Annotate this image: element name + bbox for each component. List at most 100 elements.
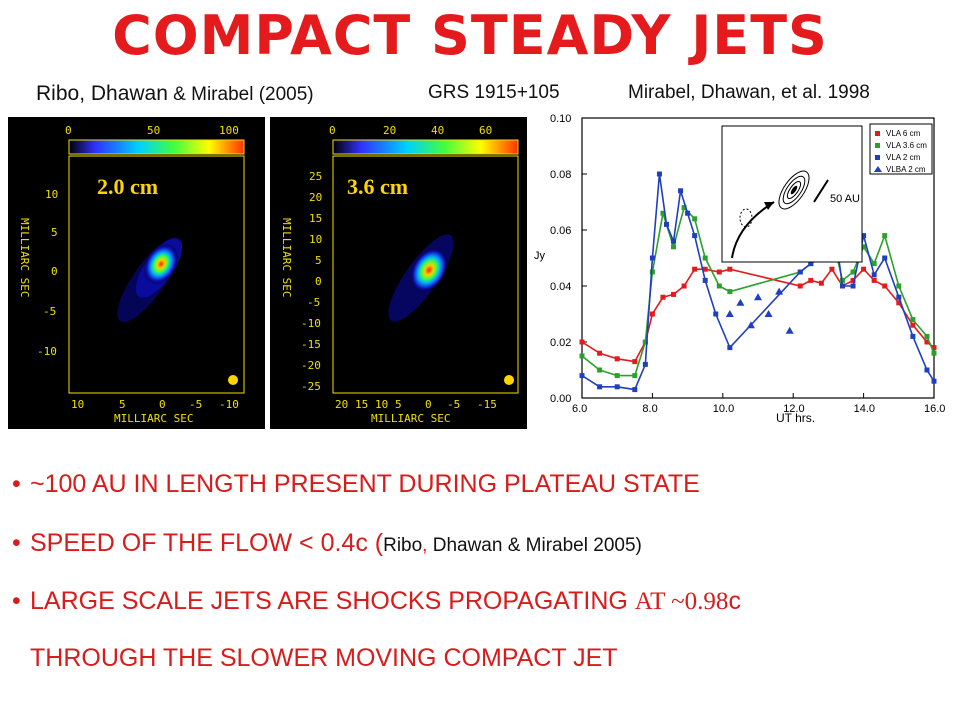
series-point <box>597 367 603 373</box>
series-point <box>808 261 814 267</box>
inset-core <box>790 185 798 195</box>
series-point <box>671 238 677 244</box>
y-tick: 0 <box>315 275 322 288</box>
series-point <box>702 266 708 272</box>
series-point <box>764 310 773 317</box>
jet-core <box>143 243 179 285</box>
x-tick: 10 <box>375 398 388 411</box>
inset-contour <box>786 180 802 200</box>
y-tick-label: 0.10 <box>550 113 571 125</box>
series-point <box>660 294 666 300</box>
series-point <box>692 216 698 222</box>
series-point <box>775 287 784 295</box>
y-tick: 20 <box>309 191 322 204</box>
series-point <box>579 339 585 345</box>
axis-ticks: 6.0 8.0 10.0 12.0 14.0 16.0 0.00 0.02 0.04 0.06 0.… <box>550 113 945 415</box>
colorbar-tick: 60 <box>479 124 492 137</box>
reference-ribo-authors: Ribo, Dhawan <box>36 82 168 105</box>
series-line <box>581 206 935 377</box>
legend-marker <box>874 166 882 172</box>
series-point <box>797 269 803 275</box>
beam-marker <box>504 375 514 385</box>
bullet-citation: Ribo, Dhawan & Mirabel 2005) <box>383 535 642 556</box>
series-point <box>681 205 687 211</box>
y-tick-label: 0.06 <box>550 225 571 237</box>
map-frame <box>332 155 519 394</box>
series-point <box>579 373 585 379</box>
series-point <box>702 277 708 283</box>
series-point <box>754 293 762 301</box>
legend-label: VLA 6 cm <box>886 129 921 138</box>
series-point <box>671 291 677 297</box>
y-tick-label: 0.04 <box>550 281 571 293</box>
series-point <box>614 356 620 362</box>
series-line <box>581 173 935 391</box>
series-point <box>931 350 937 356</box>
bullet-text: SPEED OF THE FLOW < 0.4c ( <box>30 529 384 557</box>
bullet-symbol: • <box>12 470 21 498</box>
series-point <box>910 317 916 323</box>
series-point <box>685 210 691 216</box>
series-point <box>597 384 603 390</box>
series-point <box>660 210 666 216</box>
y-tick: -10 <box>37 345 57 358</box>
y-axis-label: MILLIARC SEC <box>280 218 293 297</box>
legend-label: VLA 3.6 cm <box>886 141 927 150</box>
light-curve-chart: 6.0 8.0 10.0 12.0 14.0 16.0 0.00 0.02 0.04 0.06 0.… <box>532 110 952 430</box>
y-tick: -5 <box>43 305 56 318</box>
x-axis-label: MILLIARC SEC <box>114 412 193 425</box>
x-tick: 0 <box>159 398 166 411</box>
legend-marker <box>875 131 880 136</box>
x-axis-label: UT hrs. <box>776 411 815 425</box>
y-tick-label: 0.02 <box>550 337 571 349</box>
series-point <box>725 310 734 317</box>
series-point <box>579 353 585 359</box>
x-tick-label: 8.0 <box>642 403 657 415</box>
series-point <box>716 269 722 275</box>
x-tick: 20 <box>335 398 348 411</box>
inset-scale-label: 50 AU <box>830 193 860 205</box>
inset-scale-bar <box>813 179 829 203</box>
y-tick: 5 <box>315 254 322 267</box>
series-point <box>671 244 677 250</box>
series-point <box>931 345 937 351</box>
citation-rest: Dhawan & Mirabel 2005) <box>427 535 642 556</box>
series-point <box>727 266 733 272</box>
reference-ribo: Ribo, Dhawan & Mirabel (2005) <box>36 82 314 106</box>
page-title: COMPACT STEADY JETS <box>112 4 828 67</box>
series-point <box>850 269 856 275</box>
series-point <box>746 321 755 329</box>
radio-map-2cm-figure: 0 50 100 2.0 cm 10 5 0 -5 -10 10 5 0 -5 … <box>18 124 245 425</box>
radio-map-3-6cm-figure: 0 20 40 60 3.6 cm 25 20 15 10 5 0 -5 -10… <box>280 124 519 425</box>
series-point <box>736 298 745 306</box>
series-point <box>829 266 835 272</box>
series-point <box>896 300 902 306</box>
colorbar-tick: 0 <box>329 124 336 137</box>
x-tick: 0 <box>425 398 432 411</box>
y-tick: 0 <box>51 265 58 278</box>
legend-marker <box>875 143 880 148</box>
series-point <box>924 333 930 339</box>
bullet-speed-unit: c <box>728 587 741 615</box>
radio-map-2cm: 0 50 100 2.0 cm 10 5 0 -5 -10 10 5 0 -5 … <box>8 117 265 429</box>
y-tick: -15 <box>301 338 321 351</box>
y-tick: -5 <box>307 296 320 309</box>
y-tick-label: 0.00 <box>550 393 571 405</box>
x-tick: -15 <box>477 398 497 411</box>
series-point <box>692 233 698 239</box>
bullet-text: ~100 AU IN LENGTH PRESENT DURING PLATEAU… <box>30 470 700 498</box>
series-point <box>808 277 814 283</box>
y-tick: 25 <box>309 170 322 183</box>
x-tick: 15 <box>355 398 368 411</box>
series-point <box>614 384 620 390</box>
x-tick: 5 <box>119 398 126 411</box>
series-point <box>910 333 916 339</box>
series-point <box>632 359 638 365</box>
y-axis-label: Jy <box>534 250 546 262</box>
x-tick-label: 10.0 <box>713 403 734 415</box>
citation-comma: , <box>422 535 428 556</box>
y-tick: 5 <box>51 226 58 239</box>
series-point <box>850 277 856 283</box>
legend-marker <box>875 155 880 160</box>
y-tick: 15 <box>309 212 322 225</box>
